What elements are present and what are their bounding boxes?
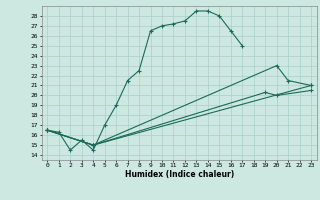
X-axis label: Humidex (Indice chaleur): Humidex (Indice chaleur) — [124, 170, 234, 179]
